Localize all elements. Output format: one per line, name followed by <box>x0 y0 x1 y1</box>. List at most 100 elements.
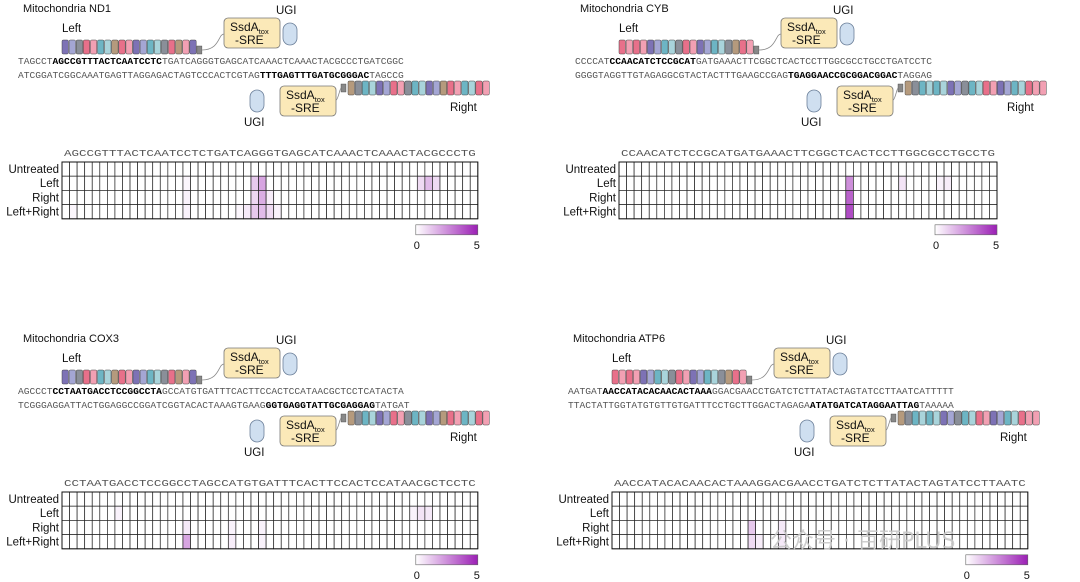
heatmap-cell <box>167 175 176 191</box>
tale-repeat <box>68 39 76 55</box>
heatmap-cell <box>807 190 816 205</box>
heatmap-cell <box>876 491 885 507</box>
heatmap-cell <box>679 505 688 521</box>
heatmap-cell <box>61 505 70 521</box>
heatmap-cell <box>883 161 892 177</box>
heatmap-cell <box>258 520 267 535</box>
heatmap-cell <box>913 161 922 177</box>
heatmap-cell <box>657 491 666 507</box>
heatmap-cell <box>416 175 426 191</box>
heatmap-cell <box>648 204 658 220</box>
heatmap-cell <box>717 491 726 507</box>
ugi-label-top: UGI <box>276 5 296 17</box>
heatmap-cell <box>1012 491 1021 507</box>
tale-repeat <box>682 369 690 385</box>
tale-repeat <box>104 369 112 385</box>
heatmap-cell <box>273 520 282 535</box>
heatmap-cell <box>386 175 395 191</box>
heatmap-cell <box>853 204 862 220</box>
heatmap-cell <box>648 190 658 205</box>
heatmap-cell <box>664 190 673 205</box>
ssda-label: SsdAtox <box>230 350 269 366</box>
heatmap-cell <box>611 505 620 521</box>
heatmap-cell <box>371 505 380 521</box>
bottom-strand-sequence: TCGGGAGGATTACTGGAGGCCGGATCGGTACACTAAAGTG… <box>18 400 410 411</box>
heatmap-cell <box>341 534 350 550</box>
heatmap-cell <box>197 520 206 535</box>
tale-repeat <box>1011 80 1019 96</box>
heatmap-cell <box>687 520 696 535</box>
tale-repeat <box>918 80 926 96</box>
bottom-strand-sequence: GGGGTAGGTTGTAGAGGCGTACTACTTTGAAGCCGAGTGA… <box>575 70 932 81</box>
ugi-shape-left <box>839 22 855 46</box>
heatmap-cell <box>122 190 131 205</box>
heatmap-cell <box>672 491 681 507</box>
heatmap-cell <box>394 505 403 521</box>
heatmap-cell <box>175 190 184 205</box>
heatmap-cell <box>129 491 138 507</box>
heatmap-cell <box>182 175 191 191</box>
heatmap-cell <box>732 204 741 220</box>
sre-label: -SRE <box>848 101 877 115</box>
heatmap-cell <box>732 534 741 550</box>
heatmap-cell <box>167 491 176 507</box>
heatmap-cell <box>626 505 636 521</box>
heatmap-cell <box>159 534 169 550</box>
heatmap-cell <box>762 161 771 177</box>
heatmap-cell <box>167 190 176 205</box>
heatmap-cell <box>205 161 214 177</box>
heatmap-cell <box>364 190 373 205</box>
tale-repeat <box>661 39 669 55</box>
heatmap-cell <box>626 520 636 535</box>
left-linker <box>758 33 782 51</box>
heatmap-cell <box>830 161 839 177</box>
heatmap-cell <box>280 161 290 177</box>
heatmap-cell <box>793 491 802 507</box>
tale-repeat <box>354 410 362 426</box>
heatmap-cell <box>875 190 884 205</box>
heatmap-cell <box>424 161 433 177</box>
heatmap-cell <box>747 175 756 191</box>
heatmap-cell <box>386 204 395 220</box>
heatmap-cell <box>129 190 138 205</box>
left-tale-label: Left <box>62 353 82 365</box>
heatmap-sequence: AGCCGTTTACTCAATCCTCTGATCAGGGTGAGCATCAAAC… <box>64 148 476 159</box>
heatmap-cell <box>641 520 651 535</box>
heatmap-cell <box>837 175 847 191</box>
heatmap-cell <box>966 520 976 535</box>
tale-repeat <box>654 369 662 385</box>
tale-repeat <box>633 369 640 385</box>
heatmap-cell <box>99 190 108 205</box>
ugi-shape-right <box>249 89 265 113</box>
heatmap-cell <box>966 161 975 177</box>
heatmap-cell <box>694 534 704 550</box>
panel-title: Mitochondria ND1 <box>23 3 111 15</box>
tale-repeat <box>111 369 119 385</box>
heatmap-cell <box>754 161 763 177</box>
tale-repeat <box>347 410 355 426</box>
heatmap-cell <box>205 175 214 191</box>
heatmap-cell <box>747 204 756 220</box>
heatmap-cell <box>99 520 108 535</box>
heatmap-cell <box>379 520 388 535</box>
heatmap-cell <box>973 175 983 191</box>
heatmap-cell <box>671 190 680 205</box>
tale-repeat <box>968 410 976 426</box>
heatmap-cell <box>439 161 448 177</box>
heatmap-cell <box>243 204 252 220</box>
heatmap-cell <box>394 534 403 550</box>
legend-max-label: 5 <box>993 240 999 252</box>
tale-repeat <box>411 80 419 96</box>
heatmap-cell <box>61 190 70 205</box>
heatmap-cell <box>227 534 237 550</box>
heatmap-cell <box>205 534 214 550</box>
tale-repeat <box>161 39 169 55</box>
heatmap-cell <box>243 190 252 205</box>
heatmap-cell <box>982 505 991 521</box>
heatmap-cell <box>99 175 108 191</box>
tale-repeat <box>982 80 990 96</box>
heatmap-cell <box>401 175 411 191</box>
heatmap-cell <box>679 520 688 535</box>
heatmap-cell <box>144 204 154 220</box>
sre-label: -SRE <box>291 101 320 115</box>
